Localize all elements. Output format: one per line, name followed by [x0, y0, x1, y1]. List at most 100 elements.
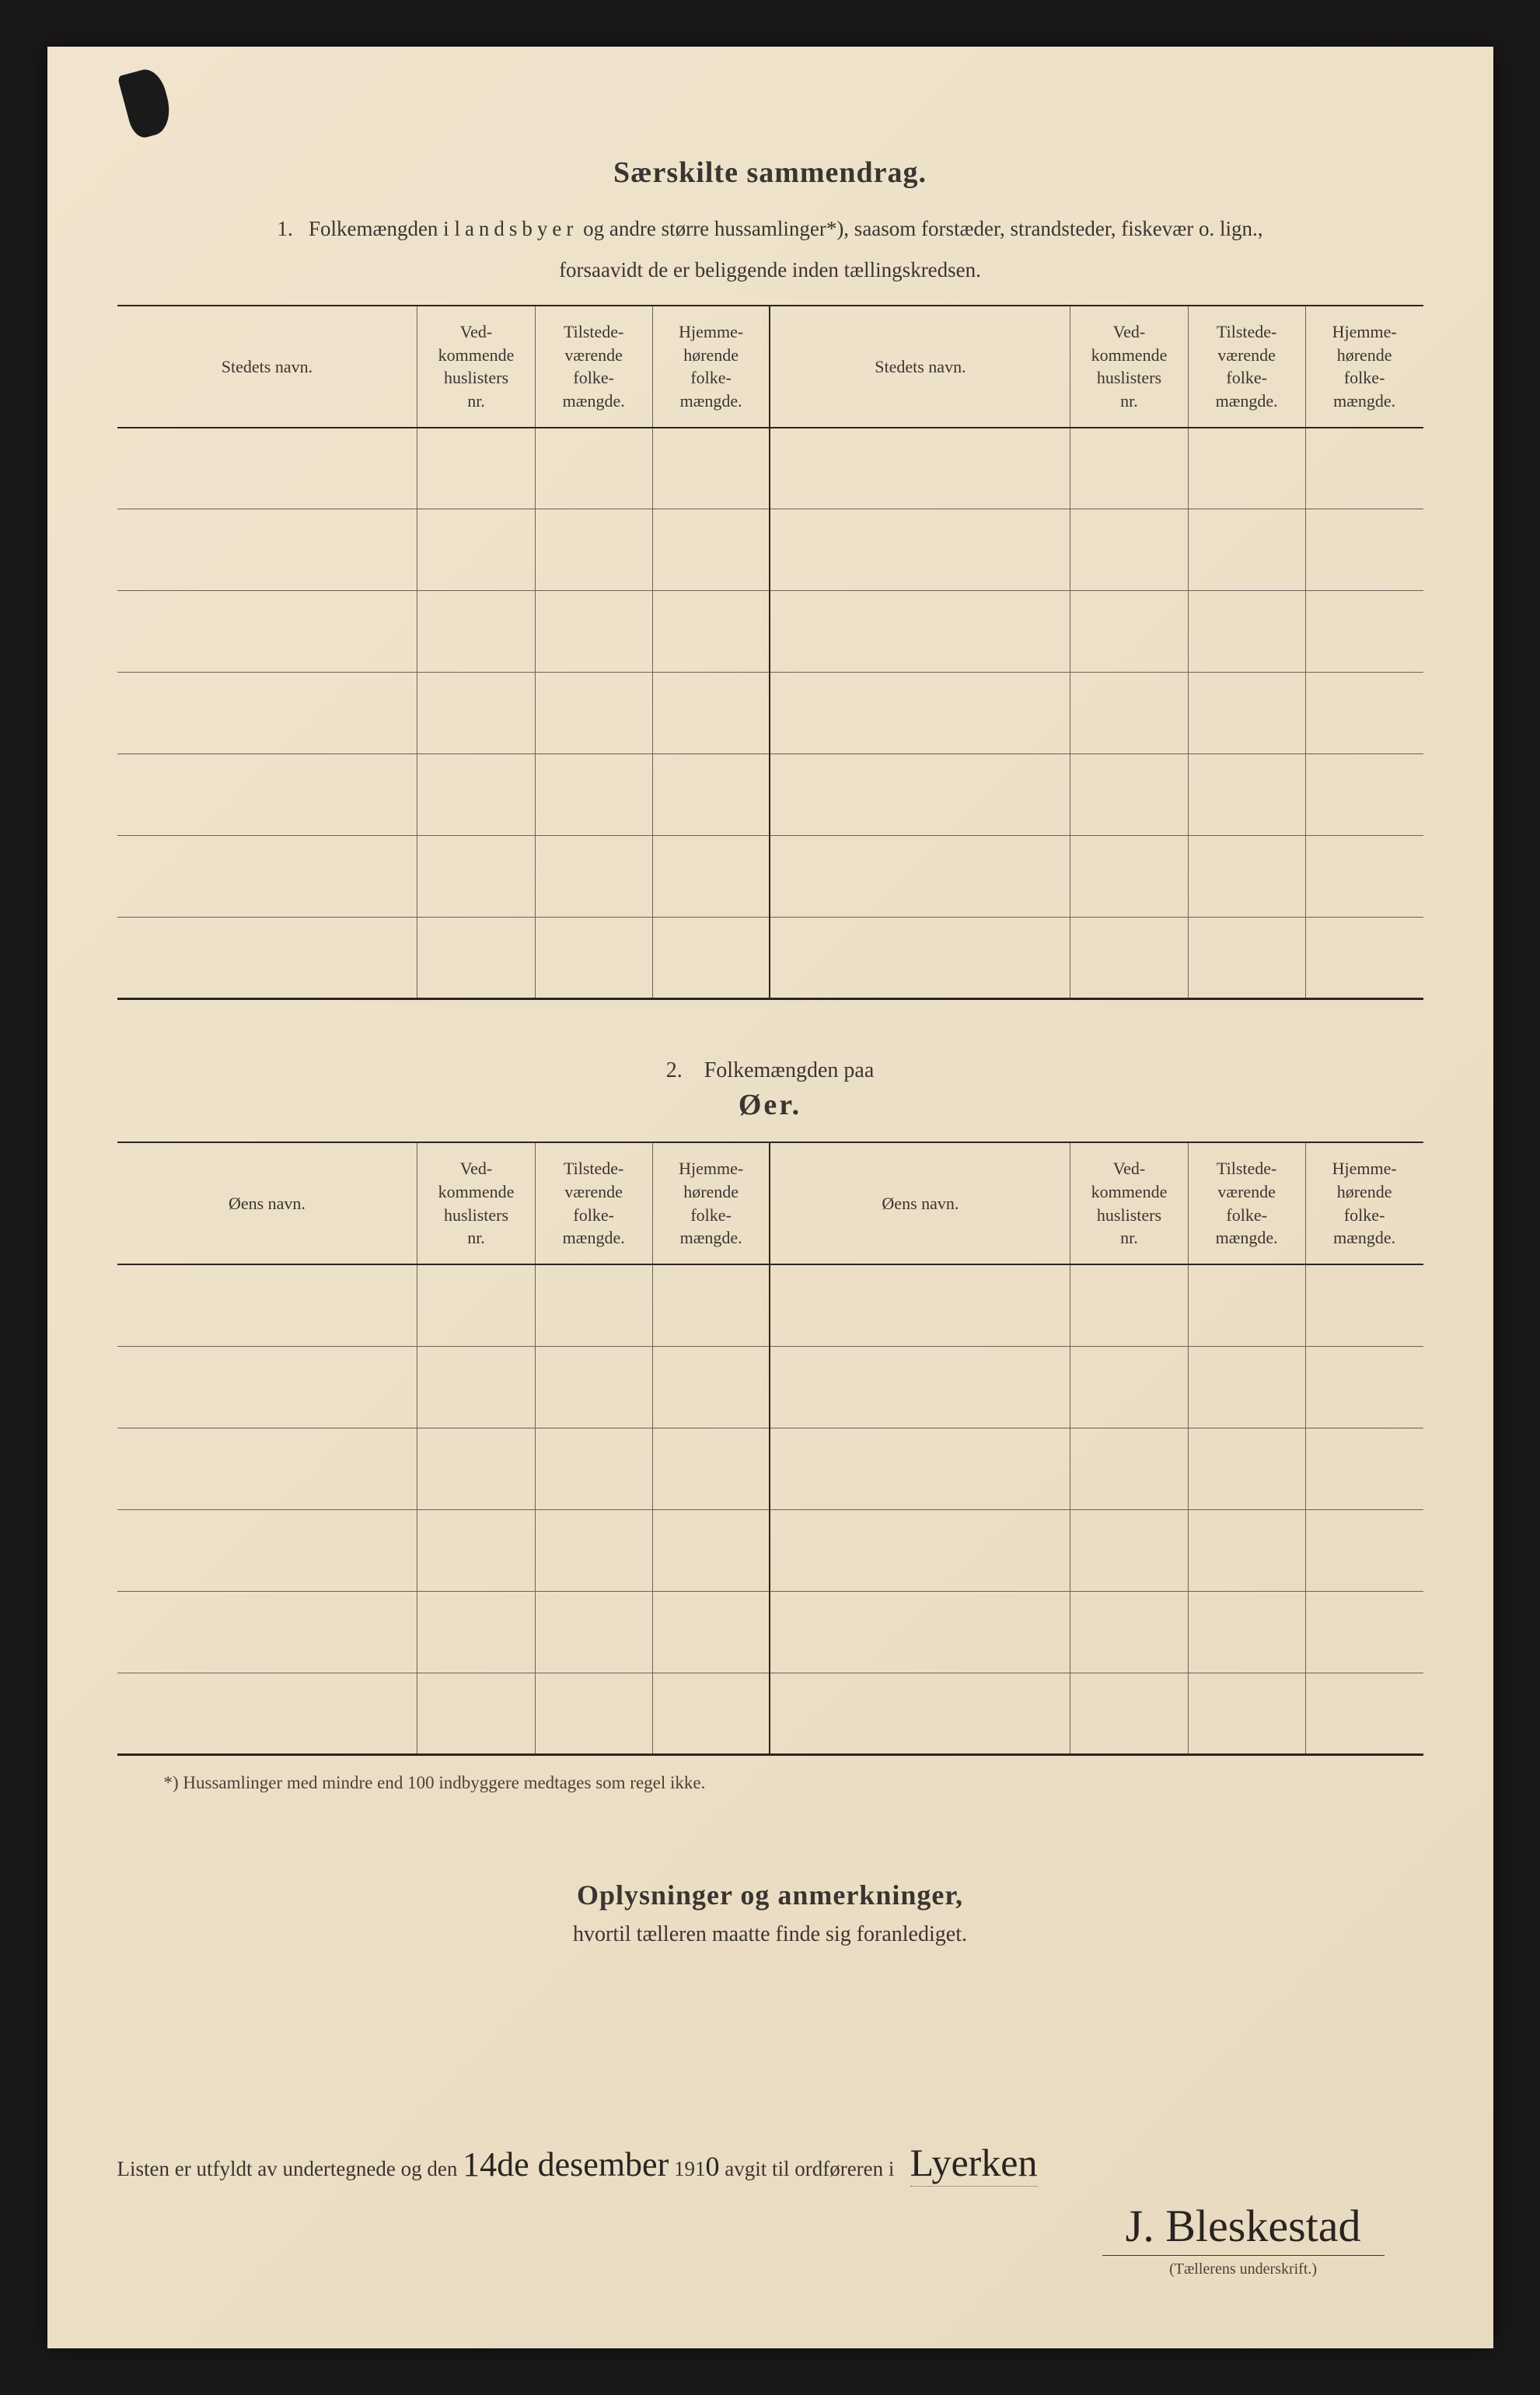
- table-cell: [1305, 1346, 1423, 1428]
- table-cell: [770, 918, 1070, 999]
- section2-body: [117, 1264, 1423, 1754]
- table-cell: [117, 1428, 417, 1509]
- table-cell: [417, 509, 535, 591]
- table-row: [117, 509, 1423, 591]
- section1-intro-line2: forsaavidt de er beliggende inden tællin…: [117, 254, 1423, 286]
- table-cell: [535, 1428, 652, 1509]
- table-cell: [770, 754, 1070, 836]
- table-cell: [1070, 591, 1188, 673]
- table-cell: [1305, 1264, 1423, 1346]
- sig-name: J. Bleskestad: [1102, 2200, 1385, 2256]
- table-cell: [1305, 1509, 1423, 1591]
- table-cell: [1188, 836, 1305, 918]
- table-cell: [535, 509, 652, 591]
- table-cell: [1188, 918, 1305, 999]
- census-form-page: Særskilte sammendrag. 1. Folkemængden i …: [47, 47, 1493, 2348]
- table-cell: [1188, 428, 1305, 509]
- table-row: [117, 918, 1423, 999]
- table-cell: [652, 836, 770, 918]
- table-cell: [1188, 1428, 1305, 1509]
- table-cell: [117, 673, 417, 754]
- table-cell: [417, 918, 535, 999]
- table-row: [117, 754, 1423, 836]
- table-cell: [535, 754, 652, 836]
- col-huslisters-2: Ved- kommende huslisters nr.: [1070, 306, 1188, 428]
- table-cell: [417, 1264, 535, 1346]
- col-huslisters-s2-2: Ved- kommende huslisters nr.: [1070, 1142, 1188, 1264]
- table-cell: [770, 428, 1070, 509]
- table-cell: [1188, 1673, 1305, 1754]
- table-cell: [417, 428, 535, 509]
- col-oens-navn: Øens navn.: [117, 1142, 417, 1264]
- sig-year-digit: 0: [705, 2150, 719, 2183]
- table-cell: [535, 836, 652, 918]
- intro-spaced: landsbyer: [454, 217, 578, 240]
- table-cell: [1070, 673, 1188, 754]
- table-cell: [770, 509, 1070, 591]
- table-cell: [535, 918, 652, 999]
- table-cell: [1188, 509, 1305, 591]
- table-cell: [1188, 1346, 1305, 1428]
- table-cell: [1070, 509, 1188, 591]
- table-cell: [652, 509, 770, 591]
- table-cell: [1305, 1591, 1423, 1673]
- ink-blot: [117, 65, 175, 140]
- table-cell: [417, 754, 535, 836]
- table-cell: [117, 1346, 417, 1428]
- table-cell: [535, 673, 652, 754]
- table-cell: [1070, 1346, 1188, 1428]
- table-cell: [770, 1509, 1070, 1591]
- section2-label: Folkemængden paa: [704, 1058, 875, 1082]
- col-oens-navn-2: Øens navn.: [770, 1142, 1070, 1264]
- table-cell: [652, 1673, 770, 1754]
- table-cell: [117, 591, 417, 673]
- section2-table: Øens navn. Ved- kommende huslisters nr. …: [117, 1142, 1423, 1755]
- table-cell: [417, 673, 535, 754]
- table-cell: [1305, 1428, 1423, 1509]
- table-row: [117, 1673, 1423, 1754]
- table-cell: [652, 591, 770, 673]
- table-cell: [117, 1591, 417, 1673]
- table-cell: [117, 836, 417, 918]
- table-cell: [535, 591, 652, 673]
- section3-title: Oplysninger og anmerkninger,: [117, 1879, 1423, 1911]
- table-row: [117, 1509, 1423, 1591]
- col-tilstede-s2: Tilstede- værende folke- mængde.: [535, 1142, 652, 1264]
- table-cell: [770, 1264, 1070, 1346]
- table-cell: [652, 673, 770, 754]
- table-cell: [1305, 836, 1423, 918]
- table-cell: [1188, 754, 1305, 836]
- table-row: [117, 1591, 1423, 1673]
- table-cell: [417, 1591, 535, 1673]
- section3-sub: hvortil tælleren maatte finde sig foranl…: [117, 1922, 1423, 1947]
- table-row: [117, 1428, 1423, 1509]
- col-hjemme-s2: Hjemme- hørende folke- mængde.: [652, 1142, 770, 1264]
- sig-label: (Tællerens underskrift.): [1102, 2260, 1385, 2278]
- table-row: [117, 591, 1423, 673]
- table-cell: [1305, 918, 1423, 999]
- table-cell: [652, 1264, 770, 1346]
- table-cell: [652, 754, 770, 836]
- table-cell: [770, 836, 1070, 918]
- table-cell: [1188, 673, 1305, 754]
- table-cell: [417, 1346, 535, 1428]
- col-hjemme-s2-2: Hjemme- hørende folke- mængde.: [1305, 1142, 1423, 1264]
- table-cell: [1070, 428, 1188, 509]
- col-huslisters-s2: Ved- kommende huslisters nr.: [417, 1142, 535, 1264]
- intro-part2: og andre større hussamlinger*), saasom f…: [578, 217, 1262, 240]
- table-cell: [1305, 591, 1423, 673]
- table-cell: [1305, 428, 1423, 509]
- signature-block: J. Bleskestad (Tællerens underskrift.): [1102, 2200, 1385, 2278]
- table-cell: [1305, 1673, 1423, 1754]
- table-cell: [770, 1673, 1070, 1754]
- table-row: [117, 836, 1423, 918]
- table-cell: [1305, 509, 1423, 591]
- table-cell: [417, 1509, 535, 1591]
- table-cell: [1070, 1509, 1188, 1591]
- table-cell: [1070, 754, 1188, 836]
- table-cell: [770, 1591, 1070, 1673]
- table-cell: [417, 1673, 535, 1754]
- table-cell: [535, 1591, 652, 1673]
- section2-title: Øer.: [117, 1088, 1423, 1122]
- table-cell: [652, 918, 770, 999]
